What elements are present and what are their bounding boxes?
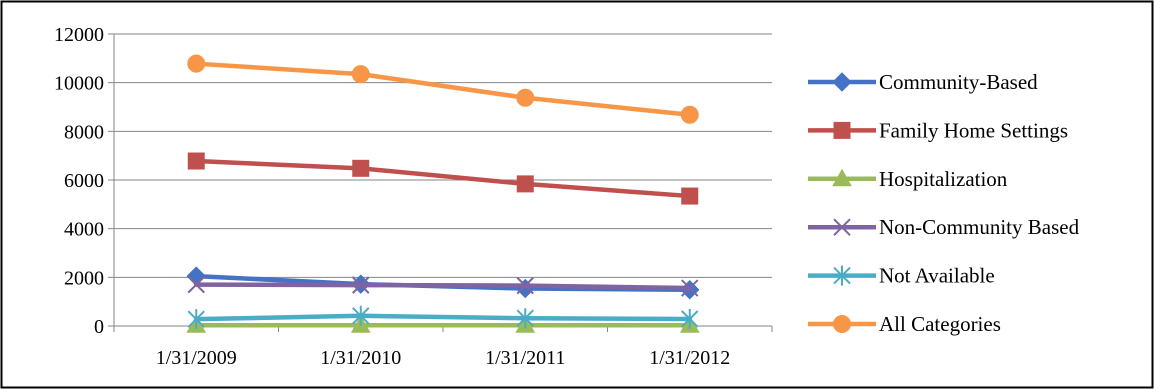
- x-tick-label: 1/31/2010: [320, 347, 401, 369]
- data-point: [352, 159, 370, 177]
- data-point: [680, 105, 699, 124]
- data-point: [187, 275, 205, 294]
- legend-swatch-marker: [832, 72, 852, 92]
- y-tick-label: 8000: [64, 121, 104, 143]
- legend-label: Not Available: [879, 264, 995, 288]
- data-point: [352, 305, 370, 326]
- series-lines: [186, 54, 700, 333]
- data-point: [681, 279, 699, 297]
- series-line: [194, 158, 692, 199]
- legend-item: All Categories: [808, 312, 1001, 336]
- legend-swatch-marker: [833, 265, 851, 286]
- legend-label: Family Home Settings: [879, 118, 1068, 142]
- data-point: [351, 65, 370, 84]
- data-point: [187, 152, 205, 170]
- data-point: [516, 175, 534, 193]
- series-line: [194, 282, 692, 291]
- legend-label: All Categories: [879, 312, 1001, 336]
- legend-item: Non-Community Based: [808, 215, 1080, 239]
- data-point: [352, 276, 370, 294]
- series-1: [187, 152, 699, 205]
- legend-swatch-marker: [833, 121, 851, 139]
- legend-item: Hospitalization: [808, 167, 1008, 191]
- data-point: [681, 187, 699, 205]
- legend-item: Family Home Settings: [808, 118, 1068, 142]
- legend-swatch-marker: [832, 168, 852, 187]
- x-tick-label: 1/31/2011: [485, 347, 565, 369]
- series-line: [194, 313, 692, 322]
- x-tick-label: 1/31/2012: [649, 347, 730, 369]
- series-3: [187, 275, 699, 297]
- y-tick-label: 12000: [54, 24, 104, 46]
- legend-swatch-marker: [833, 315, 851, 333]
- series-5: [187, 54, 699, 124]
- legend-label: Non-Community Based: [879, 215, 1080, 239]
- data-point: [516, 88, 535, 107]
- legend-label: Hospitalization: [879, 167, 1008, 191]
- y-tick-label: 6000: [64, 170, 104, 192]
- legend-swatch-marker: [833, 218, 851, 236]
- y-tick-label: 2000: [64, 267, 104, 289]
- x-tick-label: 1/31/2009: [156, 347, 237, 369]
- data-point: [516, 276, 534, 295]
- y-tick-label: 10000: [54, 73, 104, 95]
- data-point: [187, 54, 206, 73]
- y-tick-label: 4000: [64, 219, 104, 241]
- data-point: [516, 308, 534, 329]
- legend-item: Not Available: [808, 264, 995, 288]
- data-point: [187, 309, 205, 330]
- legend-item: Community-Based: [808, 70, 1038, 94]
- series-line: [194, 61, 692, 118]
- data-point: [681, 308, 699, 329]
- series-4: [187, 305, 699, 330]
- legend: Community-Based Family Home Settings Hospi…: [808, 70, 1080, 336]
- y-tick-label: 0: [94, 316, 104, 338]
- legend-label: Community-Based: [879, 70, 1038, 94]
